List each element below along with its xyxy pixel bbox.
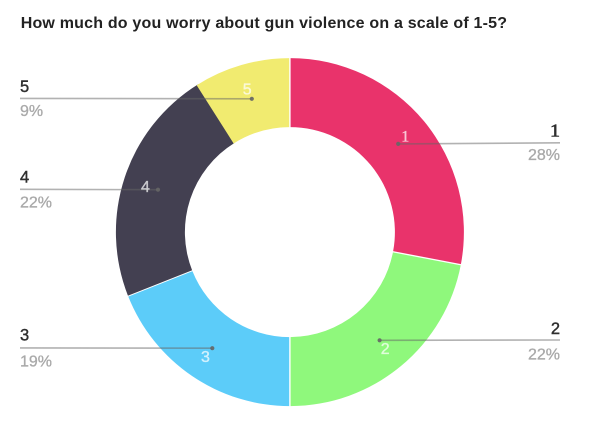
svg-text:3: 3	[201, 349, 210, 366]
svg-text:2: 2	[381, 341, 390, 358]
svg-text:22%: 22%	[528, 347, 560, 364]
svg-text:1: 1	[401, 128, 409, 145]
svg-text:2: 2	[551, 320, 560, 338]
svg-text:5: 5	[243, 82, 252, 99]
svg-text:1: 1	[550, 120, 560, 140]
svg-text:22%: 22%	[20, 195, 52, 212]
svg-text:5: 5	[20, 78, 29, 96]
svg-text:9%: 9%	[20, 103, 43, 120]
svg-text:28%: 28%	[528, 147, 560, 164]
svg-text:4: 4	[141, 179, 150, 196]
svg-text:19%: 19%	[20, 353, 52, 370]
svg-text:4: 4	[20, 168, 29, 186]
svg-text:3: 3	[20, 326, 29, 344]
svg-text:How much do you worry about gu: How much do you worry about gun violence…	[21, 15, 508, 32]
